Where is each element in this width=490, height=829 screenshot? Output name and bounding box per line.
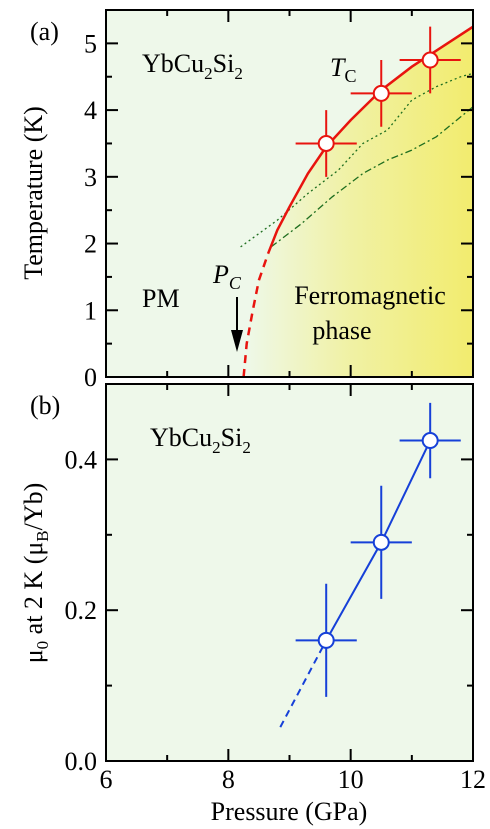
- y-tick-label: 0.4: [65, 445, 98, 474]
- moment-marker: [372, 533, 390, 551]
- moment-marker: [317, 631, 335, 649]
- compound-a-sub1: 2: [204, 64, 213, 83]
- compound-b-sub1: 2: [212, 438, 221, 457]
- y-tick-label: 2: [84, 230, 97, 259]
- pc-annotation-sub: C: [229, 273, 242, 293]
- green-dotted-line: [240, 72, 473, 248]
- panel-a-ylabel: Temperature (K): [19, 106, 48, 280]
- panel-a-label: (a): [30, 17, 59, 46]
- compound-a-sub2: 2: [234, 64, 243, 83]
- ylabel-mu: μ: [19, 649, 48, 663]
- y-tick-label: 0.0: [65, 747, 98, 776]
- tc-point: [350, 60, 412, 127]
- x-tick-label: 6: [100, 765, 113, 794]
- x-tick-labels: 6 8 10 12: [100, 765, 487, 794]
- y-tick-label: 3: [84, 163, 97, 192]
- pc-annotation-main: P: [212, 260, 229, 289]
- ylabel-b-sub: B: [33, 530, 52, 541]
- tc-annotation-main: T: [330, 53, 346, 82]
- tc-marker: [372, 84, 390, 102]
- ylabel-mu-sub: 0: [33, 641, 52, 650]
- compound-b-yb: YbCu: [150, 423, 212, 452]
- y-tick-label: 0: [84, 363, 97, 392]
- compound-a-si: Si: [213, 49, 235, 78]
- x-axis-label: Pressure (GPa): [211, 797, 368, 826]
- pc-arrow: [231, 297, 243, 352]
- y-tick-label: 1: [84, 296, 97, 325]
- moment-marker: [421, 432, 439, 450]
- compound-a-yb: YbCu: [142, 49, 204, 78]
- ferro-label-line1: Ferromagnetic: [294, 281, 446, 310]
- moment-point: [350, 485, 412, 599]
- y-tick-label: 4: [84, 96, 97, 125]
- tc-marker: [421, 51, 439, 69]
- panel-b-background: [106, 384, 473, 761]
- moment-point: [295, 583, 357, 697]
- ferromagnetic-region: [243, 10, 473, 377]
- compound-b-sub2: 2: [242, 438, 251, 457]
- y-tick-label: 5: [84, 29, 97, 58]
- panel-a-ytick-labels: 0 1 2 3 4 5: [84, 29, 97, 392]
- moment-points: [295, 402, 461, 697]
- ylabel-mid: at 2 K (μ: [19, 542, 48, 641]
- panel-b-compound: YbCu2Si2: [150, 423, 251, 457]
- moment-extrapolation: [279, 639, 328, 728]
- panel-b: 0.00.20.4 6 8 10 12 (b) YbCu2Si2 μ0 at 2 K …: [19, 383, 487, 826]
- x-tick-label: 10: [338, 765, 364, 794]
- moment-point: [399, 402, 461, 479]
- x-tick-label: 12: [460, 765, 486, 794]
- x-tick-label: 8: [222, 765, 235, 794]
- panel-b-ylabel: μ0 at 2 K (μB/Yb): [19, 483, 52, 664]
- y-tick-label: 0.2: [65, 596, 98, 625]
- panel-b-label: (b): [30, 391, 60, 420]
- ferro-label-line2: phase: [312, 316, 371, 345]
- panel-b-ytick-labels: 0.0 0.2 0.4: [65, 445, 98, 776]
- tc-annotation: TC: [330, 53, 356, 86]
- tc-marker: [317, 134, 335, 152]
- panel-a-compound: YbCu2Si2: [142, 49, 243, 83]
- ylabel-end: /Yb): [19, 483, 48, 531]
- pc-annotation: PC: [212, 260, 242, 293]
- tc-annotation-sub: C: [344, 66, 356, 86]
- tc-point: [295, 110, 357, 177]
- pm-label: PM: [142, 284, 180, 313]
- compound-b-si: Si: [221, 423, 243, 452]
- green-dashdot-line: [270, 106, 473, 248]
- panel-b-ticks: [105, 383, 474, 762]
- panel-a-ticks: [105, 9, 474, 378]
- tc-points: [295, 26, 461, 177]
- tc-point: [399, 26, 461, 94]
